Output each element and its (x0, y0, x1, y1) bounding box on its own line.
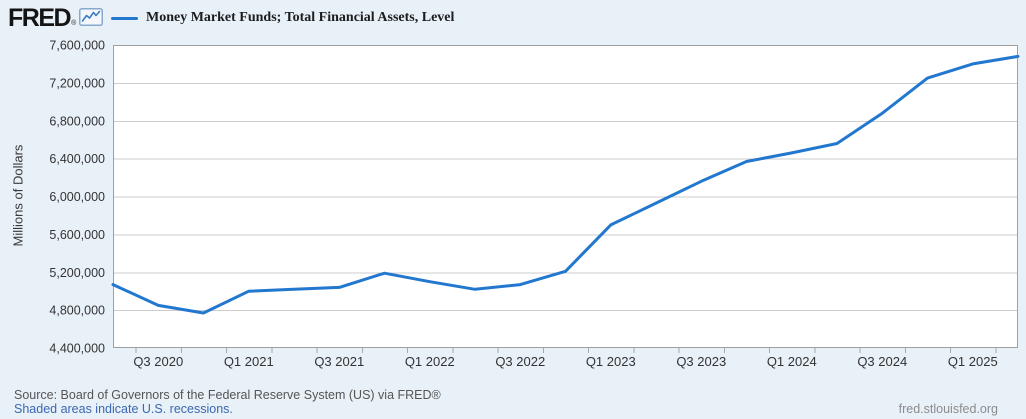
registered-trademark: ® (71, 20, 77, 27)
y-tick-label: 4,400,000 (49, 342, 105, 356)
x-tick-label: Q1 2023 (586, 354, 636, 369)
y-tick-label: 5,600,000 (49, 228, 105, 242)
fred-logo[interactable]: FRED ® (8, 4, 104, 32)
y-tick-label: 6,400,000 (49, 152, 105, 166)
x-tick-label: Q1 2024 (767, 354, 817, 369)
y-tick-label: 5,200,000 (49, 266, 105, 280)
y-tick-label: 7,600,000 (49, 39, 105, 53)
fred-site-link[interactable]: fred.stlouisfed.org (898, 402, 998, 416)
line-chart-icon (79, 7, 104, 31)
x-tick-label: Q1 2025 (948, 354, 998, 369)
x-tick-label: Q1 2022 (405, 354, 455, 369)
y-tick-label: 6,000,000 (49, 190, 105, 204)
source-note: Source: Board of Governors of the Federa… (14, 388, 441, 402)
x-tick-label: Q3 2021 (314, 354, 364, 369)
x-tick-label: Q3 2023 (676, 354, 726, 369)
y-tick-label: 4,800,000 (49, 304, 105, 318)
y-tick-label: 7,200,000 (49, 76, 105, 90)
x-tick-label: Q3 2022 (495, 354, 545, 369)
y-tick-label: 6,800,000 (49, 114, 105, 128)
x-tick-label: Q3 2024 (857, 354, 907, 369)
series-line[interactable] (111, 54, 1020, 315)
fred-logo-text: FRED (8, 4, 72, 32)
recessions-link[interactable]: Shaded areas indicate U.S. recessions. (14, 402, 233, 416)
legend-series-label: Money Market Funds; Total Financial Asse… (146, 10, 455, 25)
x-tick-label: Q1 2021 (224, 354, 274, 369)
chart-legend: Money Market Funds; Total Financial Asse… (111, 10, 454, 26)
legend-line-sample (111, 16, 138, 20)
x-tick-label: Q3 2020 (133, 354, 183, 369)
